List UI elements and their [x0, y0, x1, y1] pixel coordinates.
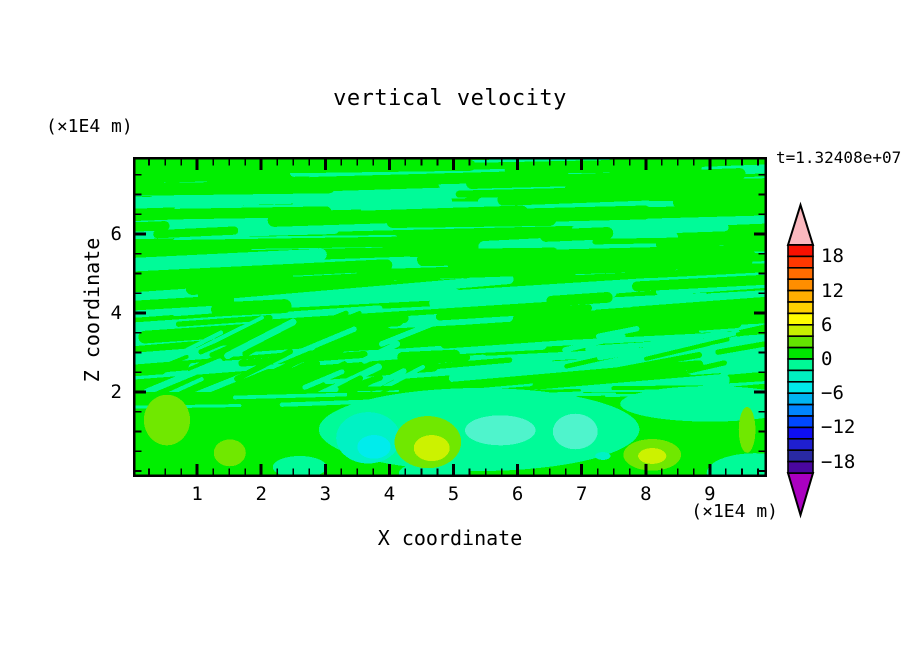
z-tick-label: 4 [110, 302, 122, 324]
vertical-velocity-field [133, 157, 767, 477]
x-tick-label: 7 [575, 483, 588, 505]
x-tick-label: 9 [704, 483, 716, 505]
x-tick-label: 3 [319, 483, 332, 505]
x-axis-unit-label: (×1E4 m) [691, 501, 778, 522]
x-tick-label: 2 [255, 483, 267, 505]
z-tick-label: 6 [110, 223, 122, 245]
colorbar-tick-label: 18 [821, 245, 844, 268]
colorbar-tick-label: 12 [821, 279, 844, 302]
contour-plot-area [133, 157, 767, 477]
colorbar-tick-label: −6 [821, 382, 844, 405]
x-tick-label: 4 [383, 483, 396, 505]
x-axis-title: X coordinate [377, 526, 523, 550]
z-tick-label: 2 [110, 381, 122, 403]
plot-title: vertical velocity [333, 86, 567, 111]
x-tick-label: 8 [640, 483, 652, 505]
colorbar-tick-label: −18 [821, 450, 856, 473]
colorbar-tick-label: −12 [821, 416, 856, 439]
time-annotation: t=1.32408e+07 [776, 148, 902, 167]
x-tick-label: 1 [191, 483, 203, 505]
x-tick-label: 6 [511, 483, 524, 505]
colorbar-tick-label: 6 [821, 313, 833, 336]
colorbar-tick-label: 0 [821, 348, 833, 370]
z-axis-unit-label: (×1E4 m) [46, 116, 133, 137]
colorbar [786, 201, 815, 519]
x-tick-label: 5 [447, 483, 460, 505]
